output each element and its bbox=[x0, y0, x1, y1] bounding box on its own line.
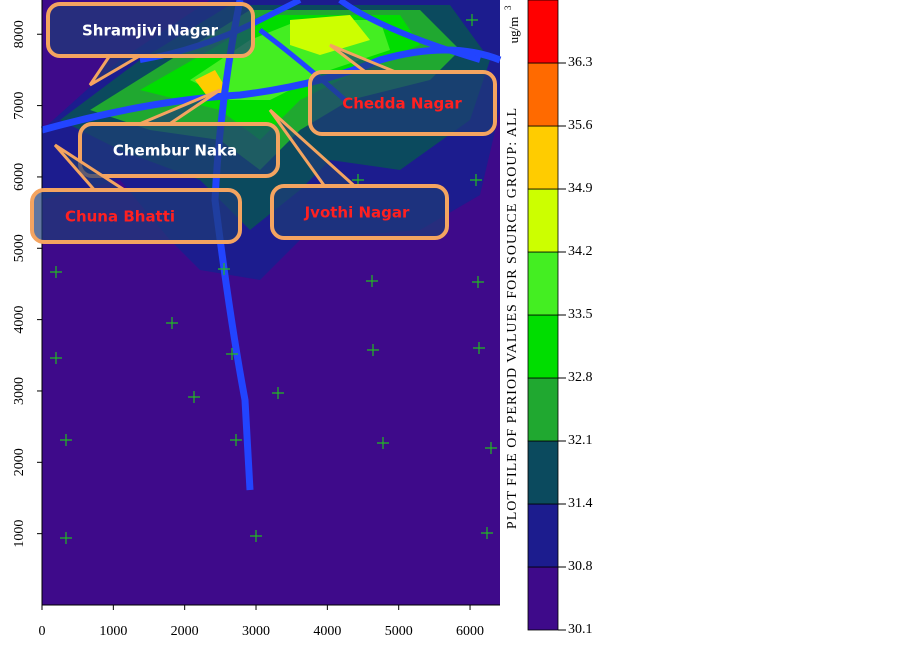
callout-label: Chedda Nagar bbox=[342, 95, 462, 113]
y-tick-label: 8000 bbox=[12, 20, 27, 48]
callout-box bbox=[308, 70, 497, 136]
unit-superscript: 3 bbox=[503, 5, 513, 10]
colorbar-band bbox=[527, 503, 559, 568]
colorbar-band bbox=[527, 188, 559, 253]
colorbar-band bbox=[527, 314, 559, 379]
callouts: Shramjivi Nagar Chedda Nagar Chembur Naka C… bbox=[30, 2, 497, 244]
y-tick-label: 4000 bbox=[12, 306, 27, 334]
y-tick-label: 3000 bbox=[12, 377, 27, 405]
road bbox=[338, 0, 481, 63]
colorbar-label: 34.2 bbox=[568, 244, 593, 259]
callout-label: Jvothi Nagar bbox=[304, 204, 410, 222]
x-tick-label: 2000 bbox=[171, 624, 199, 639]
colorbar-band bbox=[527, 440, 559, 505]
y-tick-label: 5000 bbox=[12, 234, 27, 262]
callout-box bbox=[46, 2, 255, 58]
colorbar-label: 33.5 bbox=[568, 307, 593, 322]
x-tick-label: 4000 bbox=[313, 624, 341, 639]
colorbar-label: 36.3 bbox=[568, 55, 593, 70]
callout-box bbox=[78, 122, 280, 178]
colorbar-label: 30.8 bbox=[568, 559, 593, 574]
legend: 30.1 30.8 31.4 32.1 32.8 33.5 34.2 34.9 35.6 36.3 bbox=[527, 0, 593, 637]
callout-box bbox=[30, 188, 242, 244]
colorbar-band bbox=[527, 251, 559, 316]
x-tick-label: 3000 bbox=[242, 624, 270, 639]
colorbar-label: 35.6 bbox=[568, 118, 593, 133]
callout-box bbox=[270, 184, 449, 240]
colorbar-label: 30.1 bbox=[568, 622, 593, 637]
y-tick-label: 1000 bbox=[12, 520, 27, 548]
y-tick-label: 7000 bbox=[12, 92, 27, 120]
colorbar-label: 32.1 bbox=[568, 433, 593, 448]
receptors bbox=[50, 14, 497, 544]
callout-label: Shramjivi Nagar bbox=[82, 22, 219, 40]
ticks: 0 1000 2000 3000 4000 5000 6000 1000 2000 3000 400… bbox=[12, 20, 484, 639]
contour-region bbox=[290, 15, 370, 55]
unit: ug/m bbox=[506, 17, 521, 44]
callout-label: Chembur Naka bbox=[113, 142, 237, 160]
legend-title: PLOT FILE OF PERIOD VALUES FOR SOURCE GR… bbox=[505, 107, 520, 529]
unit-label: ug/m 3 bbox=[503, 5, 521, 43]
x-tick-label: 1000 bbox=[99, 624, 127, 639]
x-tick-label: 6000 bbox=[456, 624, 484, 639]
colorbar-label: 34.9 bbox=[568, 181, 593, 196]
callout-label: Chuna Bhatti bbox=[65, 208, 175, 226]
colorbar-band bbox=[527, 0, 559, 64]
colorbar-band bbox=[527, 125, 559, 190]
x-tick-label: 5000 bbox=[385, 624, 413, 639]
colorbar-band bbox=[527, 566, 559, 631]
colorbar-label: 32.8 bbox=[568, 370, 593, 385]
colorbar-band bbox=[527, 62, 559, 127]
colorbar-label: 31.4 bbox=[568, 496, 593, 511]
y-tick-label: 6000 bbox=[12, 163, 27, 191]
y-tick-label: 2000 bbox=[12, 448, 27, 476]
x-tick-label: 0 bbox=[39, 624, 46, 639]
colorbar-band bbox=[527, 377, 559, 442]
road bbox=[41, 46, 502, 134]
